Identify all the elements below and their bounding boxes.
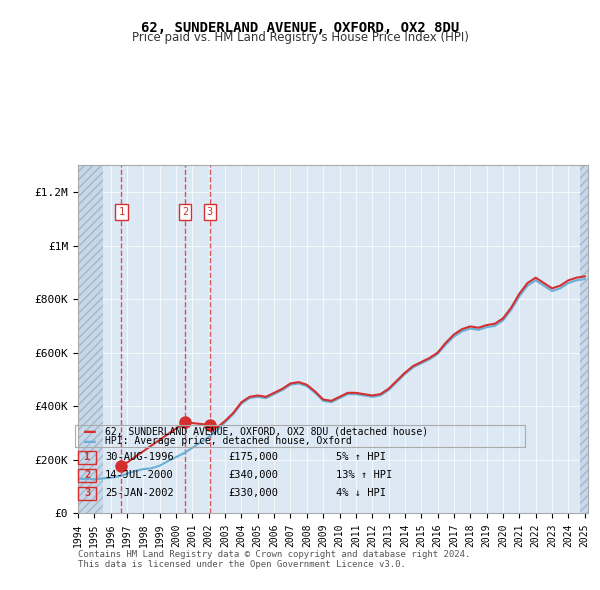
Text: 14-JUL-2000: 14-JUL-2000 [105,470,174,480]
Bar [78,165,103,513]
Text: £340,000: £340,000 [228,470,278,480]
Text: 1: 1 [118,207,125,217]
Text: 5% ↑ HPI: 5% ↑ HPI [336,453,386,462]
Text: 1: 1 [84,453,90,462]
Text: 25-JAN-2002: 25-JAN-2002 [105,488,174,497]
Text: 2: 2 [182,207,188,217]
Text: £330,000: £330,000 [228,488,278,497]
Text: HPI: Average price, detached house, Oxford: HPI: Average price, detached house, Oxfo… [105,437,352,446]
Text: Contains HM Land Registry data © Crown copyright and database right 2024.
This d: Contains HM Land Registry data © Crown c… [78,550,470,569]
Text: 62, SUNDERLAND AVENUE, OXFORD, OX2 8DU: 62, SUNDERLAND AVENUE, OXFORD, OX2 8DU [141,21,459,35]
Text: —: — [84,422,96,441]
Text: 62, SUNDERLAND AVENUE, OXFORD, OX2 8DU (detached house): 62, SUNDERLAND AVENUE, OXFORD, OX2 8DU (… [105,427,428,437]
Text: 4% ↓ HPI: 4% ↓ HPI [336,488,386,497]
Text: 13% ↑ HPI: 13% ↑ HPI [336,470,392,480]
Bar [580,165,588,513]
Text: —: — [84,432,96,451]
Text: 3: 3 [84,488,90,497]
Text: 2: 2 [84,470,90,480]
Text: 3: 3 [207,207,213,217]
Text: Price paid vs. HM Land Registry's House Price Index (HPI): Price paid vs. HM Land Registry's House … [131,31,469,44]
Text: £175,000: £175,000 [228,453,278,462]
Text: 30-AUG-1996: 30-AUG-1996 [105,453,174,462]
